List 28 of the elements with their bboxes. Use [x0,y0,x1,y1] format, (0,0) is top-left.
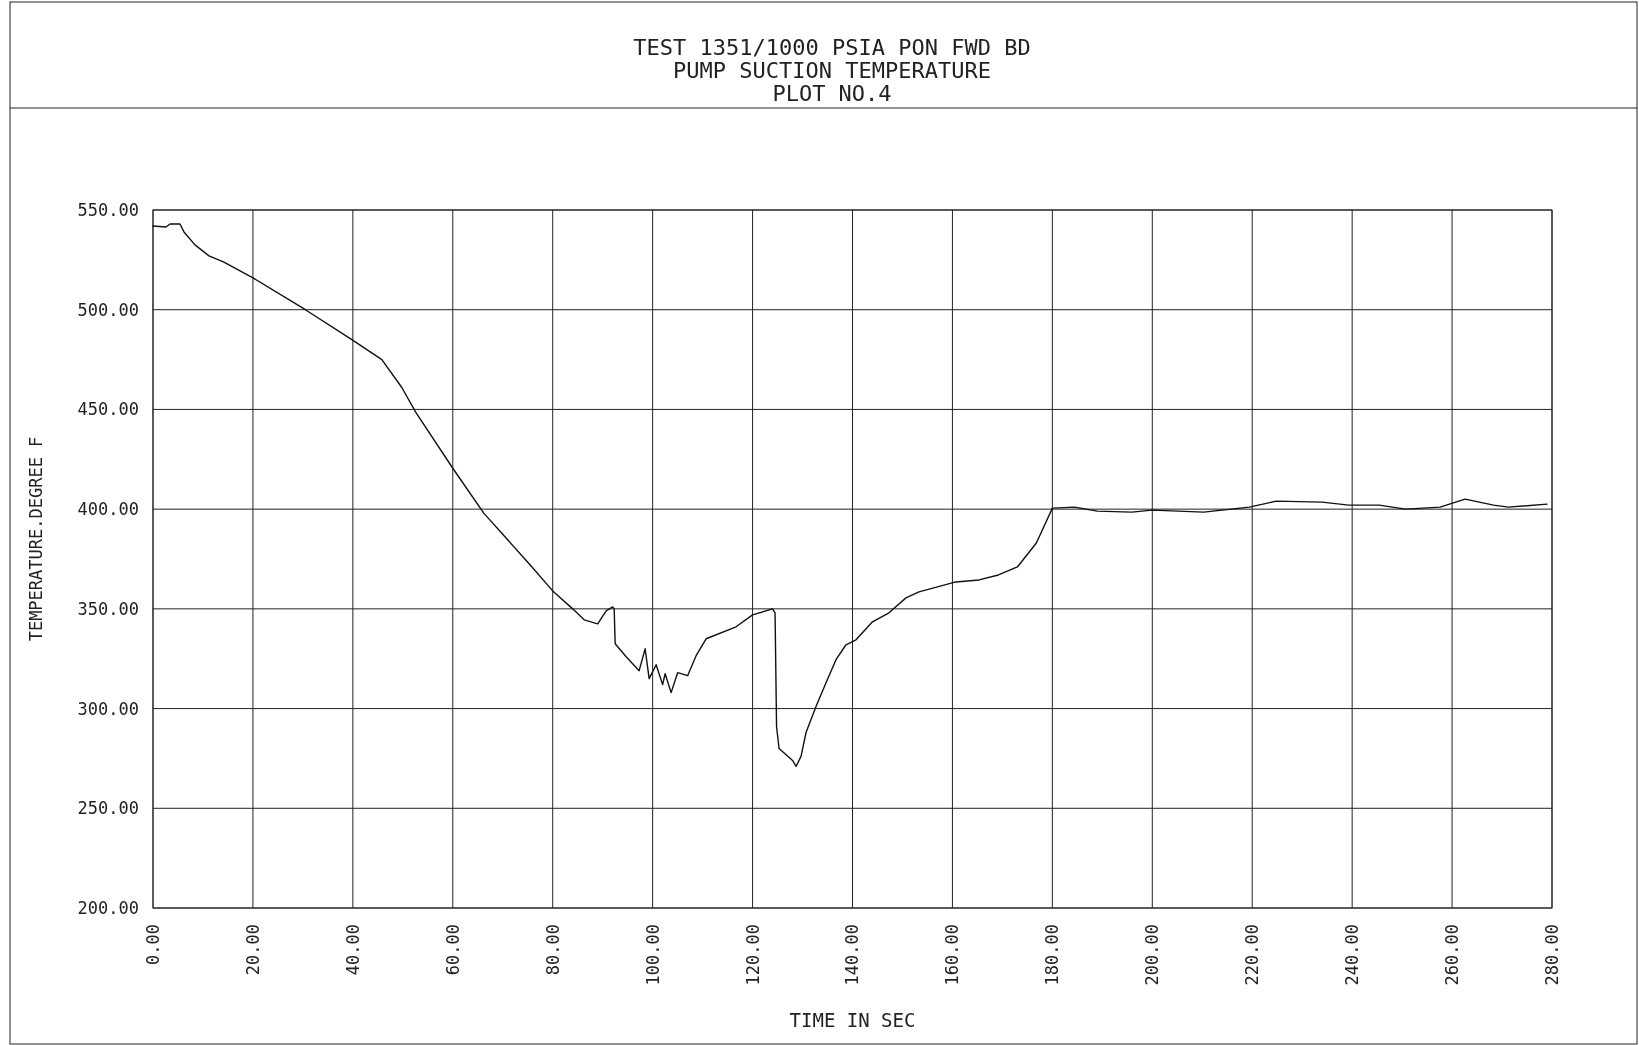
y-tick-label: 250.00 [77,798,139,819]
x-tick-label: 20.00 [242,924,263,976]
x-tick-label: 140.00 [842,924,863,986]
chart-subtitle: PUMP SUCTION TEMPERATURE PLOT NO.4 [673,58,991,106]
x-tick-label: 260.00 [1442,924,1463,986]
x-tick-label: 80.00 [542,924,563,976]
chart-title: TEST 1351/1000 PSIA PON FWD BD [633,35,1031,60]
x-tick-label: 200.00 [1142,924,1163,986]
x-tick-label: 0.00 [142,924,163,965]
x-tick-label: 220.00 [1242,924,1263,986]
x-tick-label: 40.00 [342,924,363,976]
y-tick-label: 400.00 [77,499,139,520]
x-tick-label: 120.00 [742,924,763,986]
x-tick-label: 180.00 [1042,924,1063,986]
x-axis-title: TIME IN SEC [789,1009,916,1031]
x-tick-label: 280.00 [1541,924,1562,986]
y-tick-label: 200.00 [77,897,139,918]
y-tick-label: 550.00 [77,199,139,220]
line-series [152,223,1548,768]
y-tick-label: 450.00 [77,399,139,420]
x-tick-label: 240.00 [1342,924,1363,986]
x-tick-label: 60.00 [442,924,463,976]
y-tick-label: 500.00 [77,299,139,320]
y-axis-title: TEMPERATURE.DEGREE F [26,436,46,642]
y-tick-label: 300.00 [77,698,139,719]
x-tick-label: 160.00 [942,924,963,986]
x-tick-label: 100.00 [642,924,663,986]
y-tick-label: 350.00 [77,598,139,619]
